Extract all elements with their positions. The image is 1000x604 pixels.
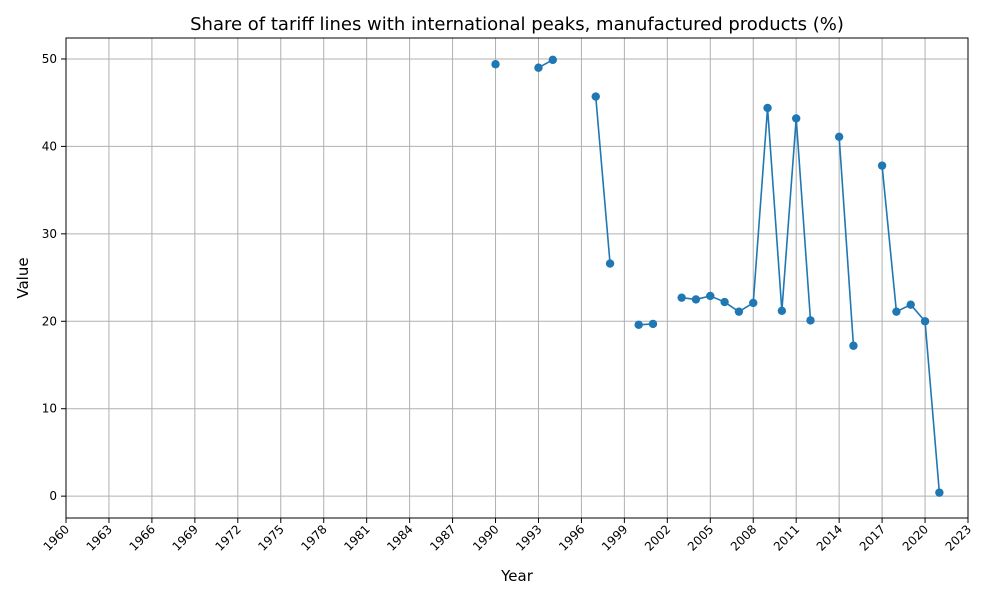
x-tick-label: 1987 [427, 522, 458, 553]
series-layer [491, 55, 944, 497]
x-tick-label: 2020 [900, 522, 931, 553]
x-tick-label: 1975 [255, 522, 286, 553]
x-axis-label: Year [500, 567, 534, 585]
x-tick-label: 1978 [298, 522, 329, 553]
data-point [591, 92, 600, 101]
grid [65, 38, 969, 518]
chart-title: Share of tariff lines with international… [190, 14, 844, 35]
x-tick-label: 1960 [41, 522, 72, 553]
x-tick-label: 2023 [943, 522, 974, 553]
data-point [720, 297, 729, 307]
data-point [834, 132, 844, 141]
data-point [920, 317, 930, 326]
series-line-segment [594, 96, 611, 264]
x-tick-label: 2002 [642, 522, 673, 553]
x-tick-label: 2008 [728, 522, 759, 553]
x-tick-label: 1963 [84, 522, 115, 553]
data-point [548, 55, 557, 65]
series-line-segment [681, 107, 812, 321]
data-point [706, 291, 715, 301]
data-point [677, 293, 686, 302]
data-point [691, 295, 701, 304]
data-point [906, 300, 915, 309]
data-point [892, 307, 901, 316]
x-tick-label: 1966 [127, 522, 158, 553]
x-tick-label: 1996 [556, 522, 587, 553]
y-tick-label: 40 [42, 139, 57, 153]
data-point [534, 63, 543, 72]
x-tick-label: 2011 [771, 522, 802, 553]
data-point [791, 114, 801, 123]
x-tick-label: 1984 [384, 522, 415, 553]
y-tick-label: 10 [42, 402, 57, 416]
x-tick-label: 1999 [599, 522, 630, 553]
data-point [634, 320, 643, 329]
data-point [935, 488, 944, 497]
y-axis-label: Value [14, 257, 32, 298]
x-tick-label: 1990 [470, 522, 501, 553]
data-point [806, 316, 815, 325]
plot-frame [65, 37, 969, 519]
x-tick-label: 1972 [212, 522, 243, 553]
y-tick-label: 0 [49, 489, 57, 503]
y-tick-label: 50 [42, 52, 57, 66]
x-tick-label: 1969 [169, 522, 200, 553]
x-tick-label: 1981 [341, 522, 372, 553]
data-point [749, 298, 758, 308]
y-axis-ticks: 0 10 20 30 40 50 [42, 52, 66, 503]
y-tick-label: 30 [42, 227, 57, 241]
series-line-segment [838, 136, 855, 346]
data-point [605, 259, 615, 268]
data-point [734, 307, 744, 316]
x-tick-label: 2017 [857, 522, 888, 553]
data-point [877, 161, 887, 170]
data-point [777, 306, 787, 315]
data-point [849, 341, 858, 350]
x-tick-label: 1993 [513, 522, 544, 553]
data-point [491, 60, 500, 69]
y-tick-label: 20 [42, 314, 57, 328]
x-tick-label: 2005 [685, 522, 716, 553]
data-point [763, 103, 772, 113]
series-line-segment [881, 165, 941, 493]
x-tick-label: 2014 [814, 522, 845, 553]
x-axis-ticks: 1960 1963 1966 1969 1972 1975 1978 1981 1984 1987… [41, 518, 974, 554]
data-point [648, 319, 658, 329]
